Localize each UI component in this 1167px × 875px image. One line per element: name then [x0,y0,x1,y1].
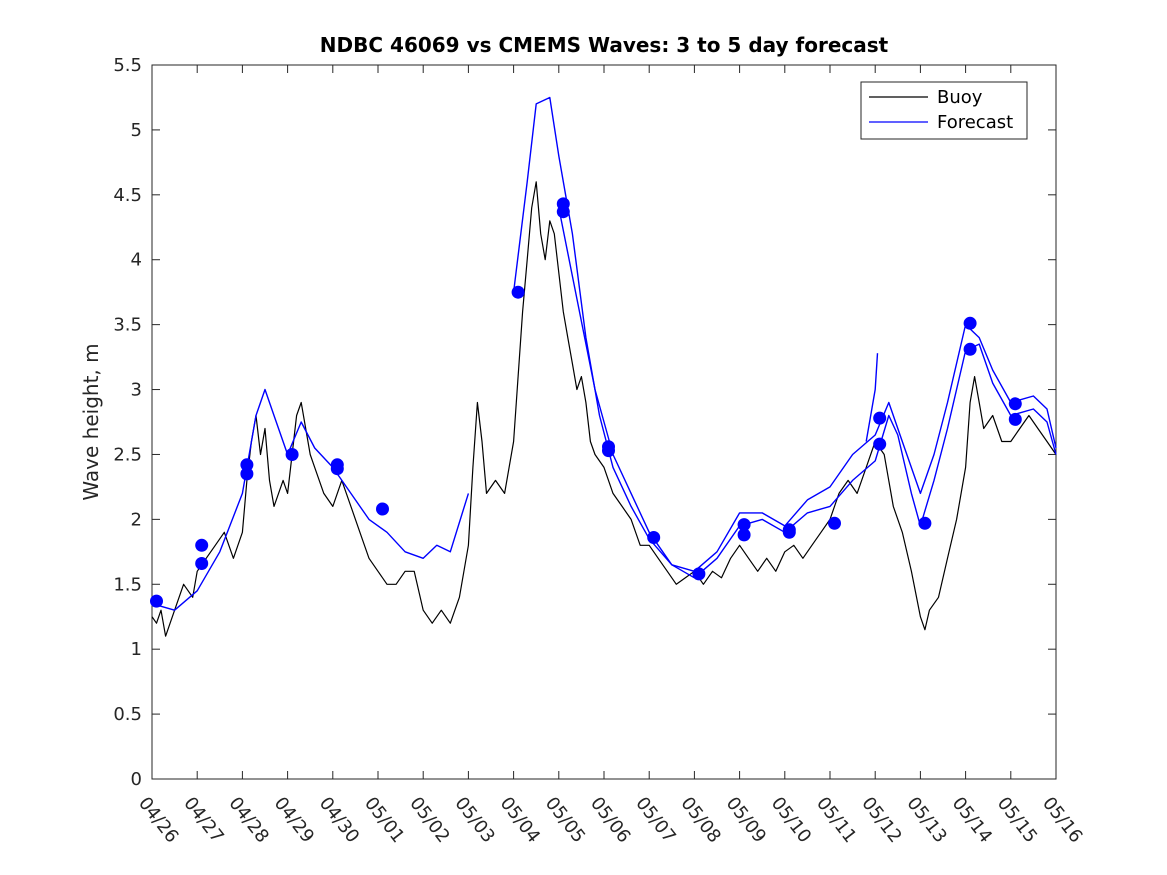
y-tick-label: 5.5 [113,55,142,76]
forecast-marker [782,525,796,539]
y-tick-label: 3.5 [113,315,142,336]
forecast-marker [737,518,751,532]
forecast-series-line [865,353,879,442]
forecast-marker [195,538,209,552]
legend-box [860,81,1028,140]
forecast-marker [150,594,163,608]
forecast-marker [240,458,254,472]
y-tick-label: 4 [131,250,142,271]
forecast-marker [376,502,389,516]
forecast-marker [556,205,570,219]
chart-title: NDBC 46069 vs CMEMS Waves: 3 to 5 day fo… [320,33,889,57]
forecast-series-line [151,388,470,611]
y-tick-label: 0.5 [113,704,142,725]
y-tick-label: 5 [131,120,142,141]
y-tick-label: 2 [131,509,142,530]
forecast-marker [330,462,344,476]
forecast-marker [963,316,977,330]
forecast-marker [873,437,887,451]
legend: Buoy Forecast [860,81,1028,140]
forecast-series-line [558,207,1057,572]
forecast-marker [195,557,209,570]
forecast-marker [511,285,525,299]
forecast-marker [647,531,661,544]
y-tick-label: 3 [131,380,142,401]
forecast-marker [692,567,706,581]
y-tick-label: 1 [131,639,142,660]
legend-forecast-label: Forecast [937,112,1013,133]
legend-buoy-label: Buoy [937,87,983,108]
buoy-series-line [151,181,1057,637]
y-tick-label: 0 [131,769,142,790]
forecast-marker [918,516,932,530]
y-tick-label: 4.5 [113,185,142,206]
forecast-marker [285,448,299,461]
forecast-marker [828,516,841,530]
forecast-marker [737,528,751,542]
forecast-marker [963,342,977,356]
forecast-marker [1008,412,1022,426]
forecast-marker [1008,397,1022,411]
y-tick-label: 2.5 [113,444,142,465]
marker-layer [150,197,1022,608]
forecast-marker [602,444,615,458]
forecast-marker [873,411,887,425]
y-axis-label: Wave height, m [79,343,103,500]
forecast-marker [240,467,254,481]
y-tick-label: 1.5 [113,574,142,595]
y-axis: 0 0.5 1 1.5 2 2.5 3 3.5 4 4.5 5 5.5 [113,55,1056,790]
